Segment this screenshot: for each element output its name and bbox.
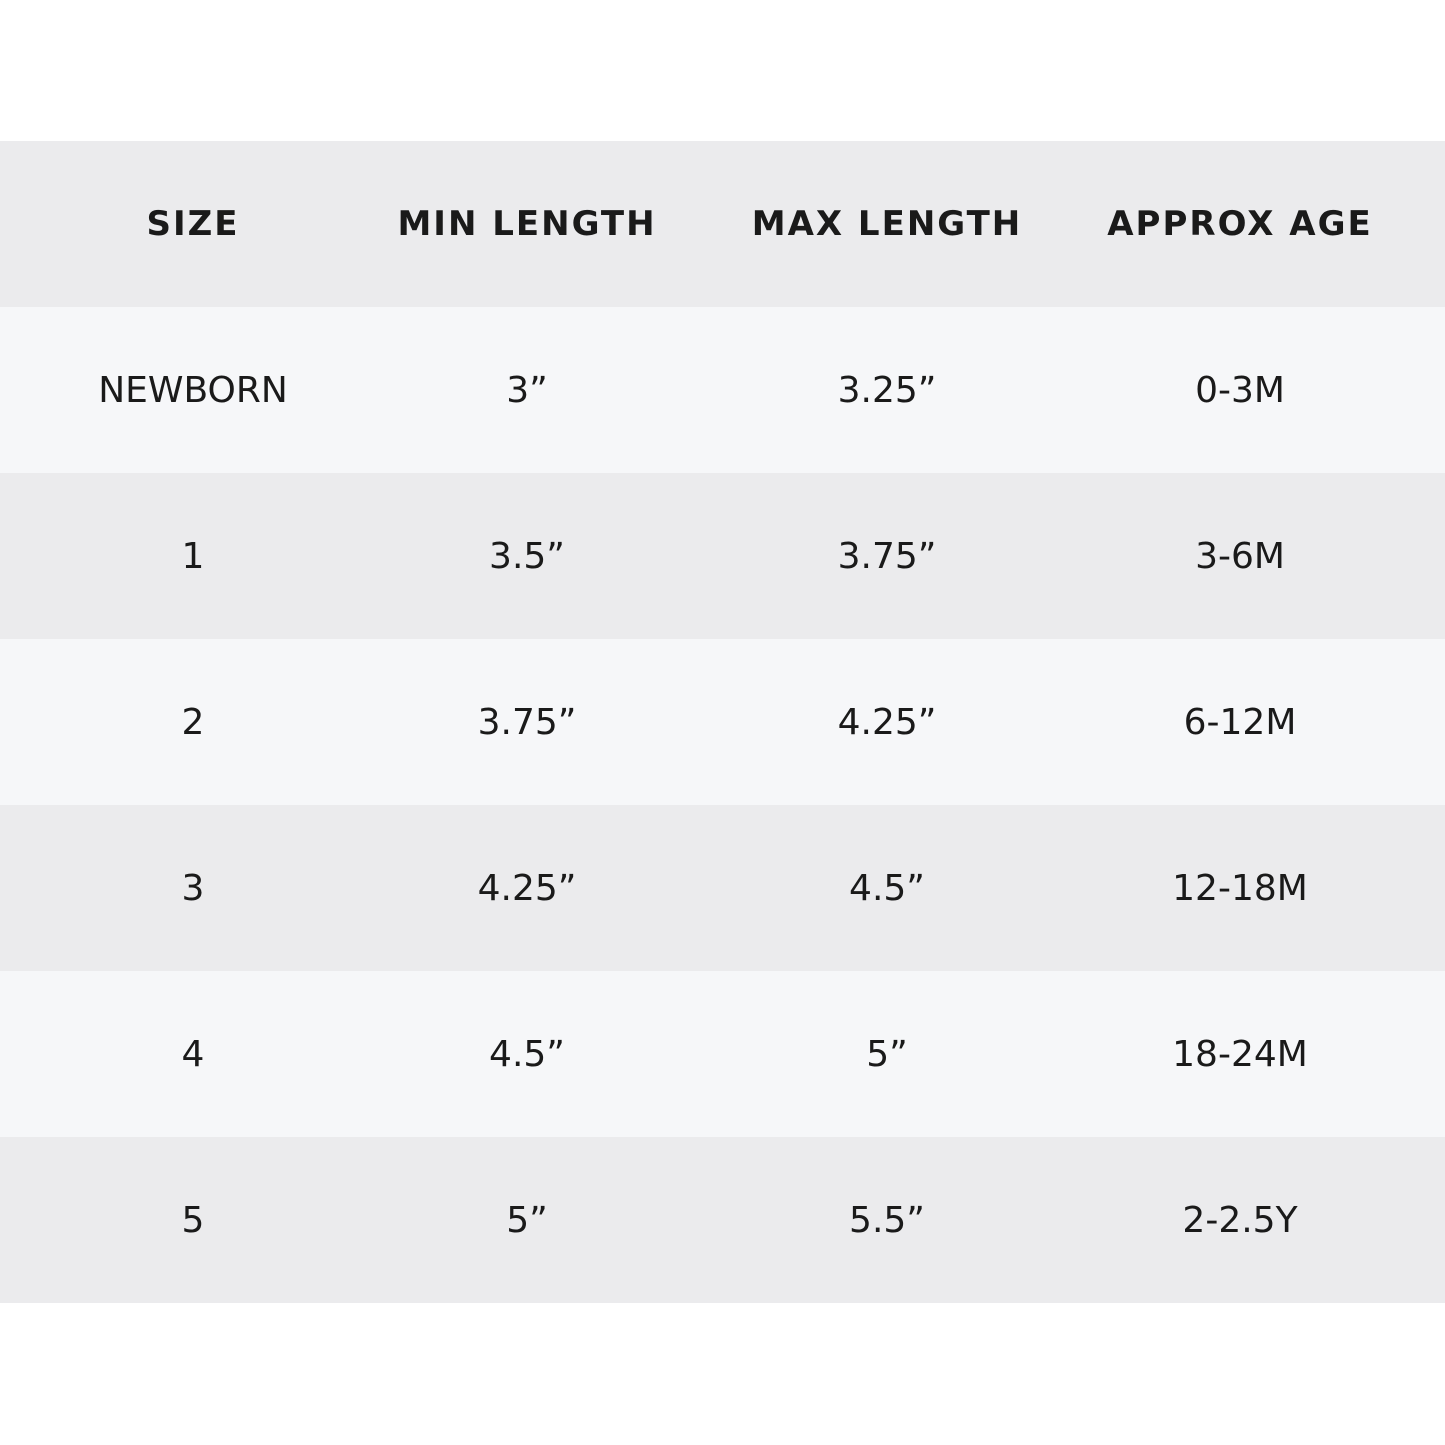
- table-cell: 4.5”: [386, 1034, 668, 1075]
- size-table: SIZEMIN LENGTHMAX LENGTHAPPROX AGENEWBOR…: [0, 141, 1445, 1303]
- table-cell: NEWBORN: [0, 370, 386, 411]
- table-cell: 3.25”: [668, 370, 1106, 411]
- table-cell: 2-2.5Y: [1106, 1200, 1374, 1241]
- table-row: 44.5”5”18-24M: [0, 971, 1445, 1137]
- table-row: 13.5”3.75”3-6M: [0, 473, 1445, 639]
- table-cell: 4.25”: [386, 868, 668, 909]
- table-cell: 3: [0, 868, 386, 909]
- header-cell: MIN LENGTH: [386, 204, 668, 244]
- table-cell: 4.5”: [668, 868, 1106, 909]
- table-cell: 3.75”: [668, 536, 1106, 577]
- table-cell: 5.5”: [668, 1200, 1106, 1241]
- table-cell: 3.5”: [386, 536, 668, 577]
- header-cell: MAX LENGTH: [668, 204, 1106, 244]
- table-cell: 4: [0, 1034, 386, 1075]
- table-row: 34.25”4.5”12-18M: [0, 805, 1445, 971]
- table-cell: 3”: [386, 370, 668, 411]
- table-row: 55”5.5”2-2.5Y: [0, 1137, 1445, 1303]
- table-cell: 0-3M: [1106, 370, 1374, 411]
- table-cell: 6-12M: [1106, 702, 1374, 743]
- table-cell: 3-6M: [1106, 536, 1374, 577]
- table-cell: 5: [0, 1200, 386, 1241]
- table-cell: 12-18M: [1106, 868, 1374, 909]
- table-row: 23.75”4.25”6-12M: [0, 639, 1445, 805]
- table-cell: 4.25”: [668, 702, 1106, 743]
- table-cell: 3.75”: [386, 702, 668, 743]
- table-cell: 1: [0, 536, 386, 577]
- table-cell: 18-24M: [1106, 1034, 1374, 1075]
- header-cell: SIZE: [0, 204, 386, 244]
- header-cell: APPROX AGE: [1106, 204, 1374, 244]
- table-cell: 5”: [668, 1034, 1106, 1075]
- header-row: SIZEMIN LENGTHMAX LENGTHAPPROX AGE: [0, 141, 1445, 307]
- table-row: NEWBORN3”3.25”0-3M: [0, 307, 1445, 473]
- table-cell: 5”: [386, 1200, 668, 1241]
- table-cell: 2: [0, 702, 386, 743]
